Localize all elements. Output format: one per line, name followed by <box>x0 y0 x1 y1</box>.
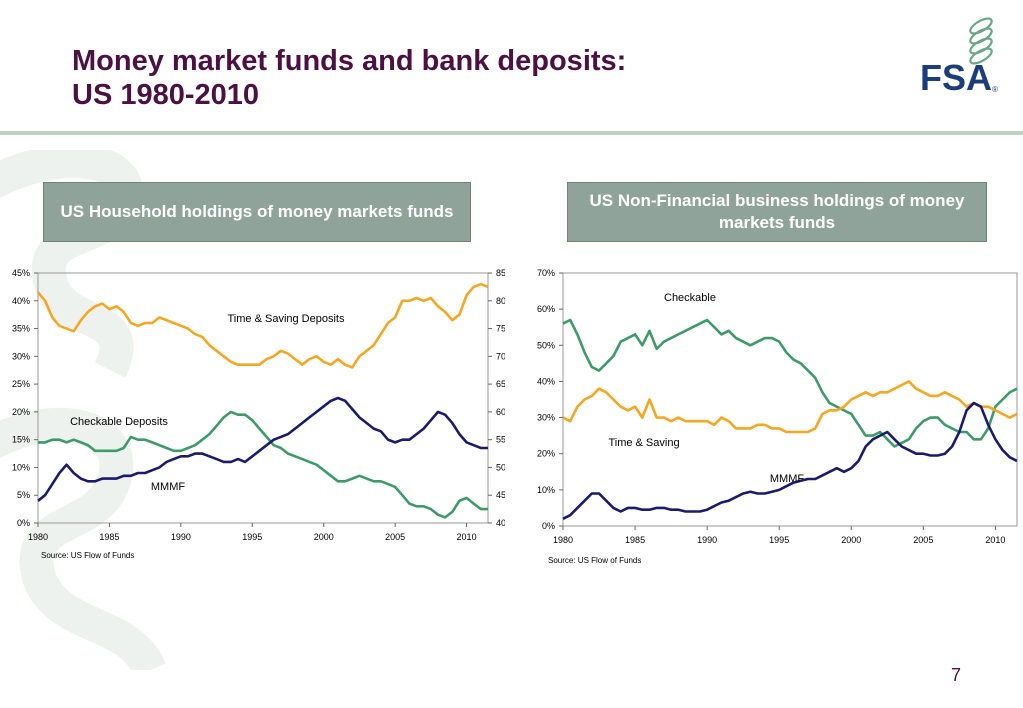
chart1-x-tick-label: 2005 <box>385 532 405 542</box>
chart1-right-tick-label: 50% <box>496 462 505 472</box>
chart1-left-tick-label: 15% <box>12 435 30 445</box>
logo-emblem-icon <box>969 17 993 65</box>
chart1-x-tick-label: 1990 <box>171 532 191 542</box>
chart1-series-annotation: Checkable Deposits <box>70 416 168 428</box>
chart1-series-line-0 <box>37 282 489 369</box>
chart2-left-tick-label: 50% <box>537 340 555 350</box>
chart2-series-line-1 <box>562 380 1018 434</box>
logo-registered-mark: ® <box>992 85 998 94</box>
chart2-plot-frame <box>562 272 1018 527</box>
chart1-right-tick-label: 45% <box>496 490 505 500</box>
fsa-logo: FSA ® <box>920 17 998 98</box>
page-title-line2: US 1980-2010 <box>72 79 260 111</box>
chart1-title-box: US Household holdings of money markets f… <box>43 182 471 242</box>
chart1-right-tick-label: 65% <box>496 379 505 389</box>
chart1-left-tick-label: 25% <box>12 379 30 389</box>
business-mmf-chart: 0% 10% 20% 30% 40% 50% 60% 70% 1980 1985 1990 1995 2… <box>520 255 1023 570</box>
chart1-left-tick-label: 10% <box>12 462 30 472</box>
chart2-x-tick-label: 1980 <box>553 535 573 545</box>
chart2-x-tick-label: 2000 <box>841 535 861 545</box>
header-divider <box>0 131 1023 135</box>
chart1-series-line-1 <box>38 410 488 519</box>
chart1-title: US Household holdings of money markets f… <box>60 202 454 221</box>
chart1-series-line-2 <box>37 396 488 502</box>
chart1-left-tick-label: 40% <box>12 296 30 306</box>
household-chart-svg: 0% 5% 10% 15% 20% 25% 30% 35% 40% 45% 40% 45% 50% 55%… <box>12 268 514 542</box>
chart2-left-tick-label: 30% <box>537 413 555 423</box>
chart2-left-tick-label: 40% <box>537 376 555 386</box>
chart2-title: US Non-Financial business holdings of mo… <box>589 191 965 232</box>
page-number: 7 <box>950 665 961 685</box>
chart1-left-tick-label: 20% <box>12 407 30 417</box>
chart2-series-annotation: MMMF <box>770 473 804 485</box>
chart2-series-annotation: Checkable <box>664 292 716 304</box>
chart1-x-tick-label: 2000 <box>314 532 334 542</box>
chart1-left-tick-label: 0% <box>17 518 30 528</box>
chart1-x-tick-label: 1995 <box>242 532 262 542</box>
chart2-source: Source: US Flow of Funds <box>548 556 642 565</box>
chart1-right-tick-label: 60% <box>496 407 505 417</box>
chart2-series-annotation: Time & Saving <box>608 437 679 449</box>
chart1-right-tick-label: 75% <box>496 324 505 334</box>
chart2-x-tick-label: 1990 <box>697 535 717 545</box>
chart2-left-tick-label: 20% <box>537 449 555 459</box>
logo-text: FSA <box>920 57 992 98</box>
chart2-left-tick-label: 70% <box>537 268 555 278</box>
chart1-series-annotation: MMMF <box>151 481 185 493</box>
chart1-right-tick-label: 80% <box>496 296 505 306</box>
page-title-line1: Money market funds and bank deposits: <box>72 45 627 77</box>
chart1-left-tick-label: 5% <box>17 490 30 500</box>
chart1-plot-frame <box>37 272 489 524</box>
chart1-left-tick-label: 35% <box>12 324 30 334</box>
chart2-x-tick-label: 1985 <box>625 535 645 545</box>
chart1-x-tick-label: 1985 <box>99 532 119 542</box>
chart2-left-tick-label: 10% <box>537 485 555 495</box>
chart1-left-tick-label: 30% <box>12 351 30 361</box>
chart2-x-tick-label: 1995 <box>769 535 789 545</box>
household-mmf-chart: 0% 5% 10% 15% 20% 25% 30% 35% 40% 45% 40% 45% 50% 55%… <box>0 255 514 565</box>
chart1-source: Source: US Flow of Funds <box>41 551 135 560</box>
chart1-x-tick-label: 2010 <box>457 532 477 542</box>
chart2-left-tick-label: 60% <box>537 304 555 314</box>
chart2-title-box: US Non-Financial business holdings of mo… <box>567 182 987 242</box>
chart2-series-line-2 <box>562 401 1018 520</box>
chart1-right-tick-label: 55% <box>496 435 505 445</box>
chart1-right-tick-label: 70% <box>496 351 505 361</box>
chart1-right-tick-label: 85% <box>496 268 505 278</box>
chart2-left-tick-label: 0% <box>542 521 555 531</box>
chart2-x-tick-label: 2010 <box>985 535 1005 545</box>
chart1-right-tick-label: 40% <box>496 518 505 528</box>
chart2-x-tick-label: 2005 <box>913 535 933 545</box>
chart1-series-annotation: Time & Saving Deposits <box>228 313 345 325</box>
chart2-series-line-0 <box>562 318 1018 448</box>
page-title: Money market funds and bank deposits: US… <box>72 44 626 112</box>
business-chart-svg: 0% 10% 20% 30% 40% 50% 60% 70% 1980 1985 1990 1995 2… <box>537 268 1018 545</box>
chart1-left-tick-label: 45% <box>12 268 30 278</box>
chart1-x-tick-label: 1980 <box>28 532 48 542</box>
